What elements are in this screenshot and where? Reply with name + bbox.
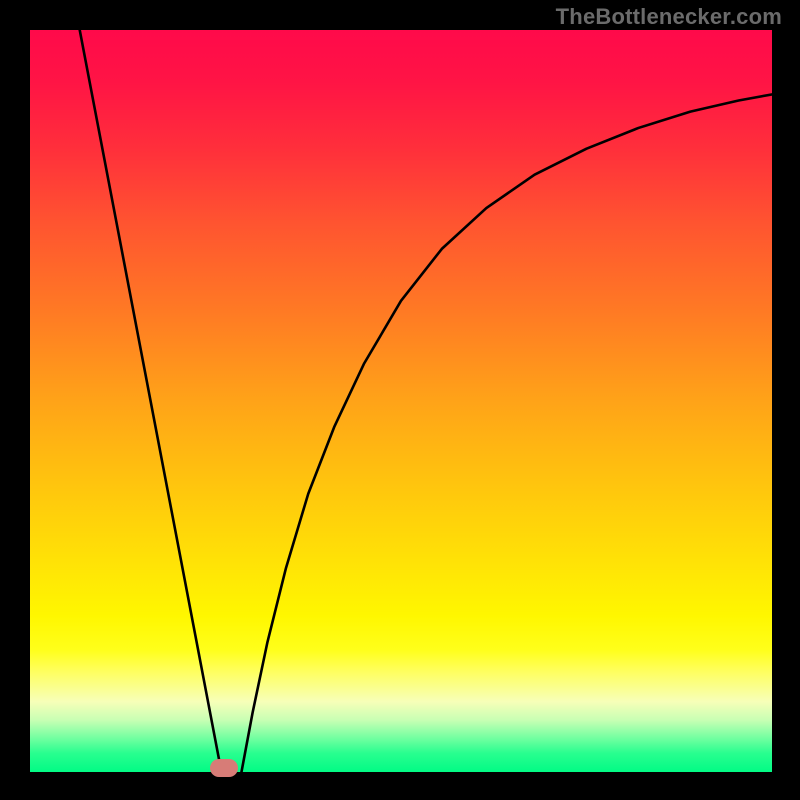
optimum-marker bbox=[210, 759, 238, 777]
plot-area bbox=[30, 30, 772, 772]
chart-frame: TheBottlenecker.com bbox=[0, 0, 800, 800]
watermark-text: TheBottlenecker.com bbox=[556, 4, 782, 30]
bottleneck-curve bbox=[30, 30, 772, 772]
